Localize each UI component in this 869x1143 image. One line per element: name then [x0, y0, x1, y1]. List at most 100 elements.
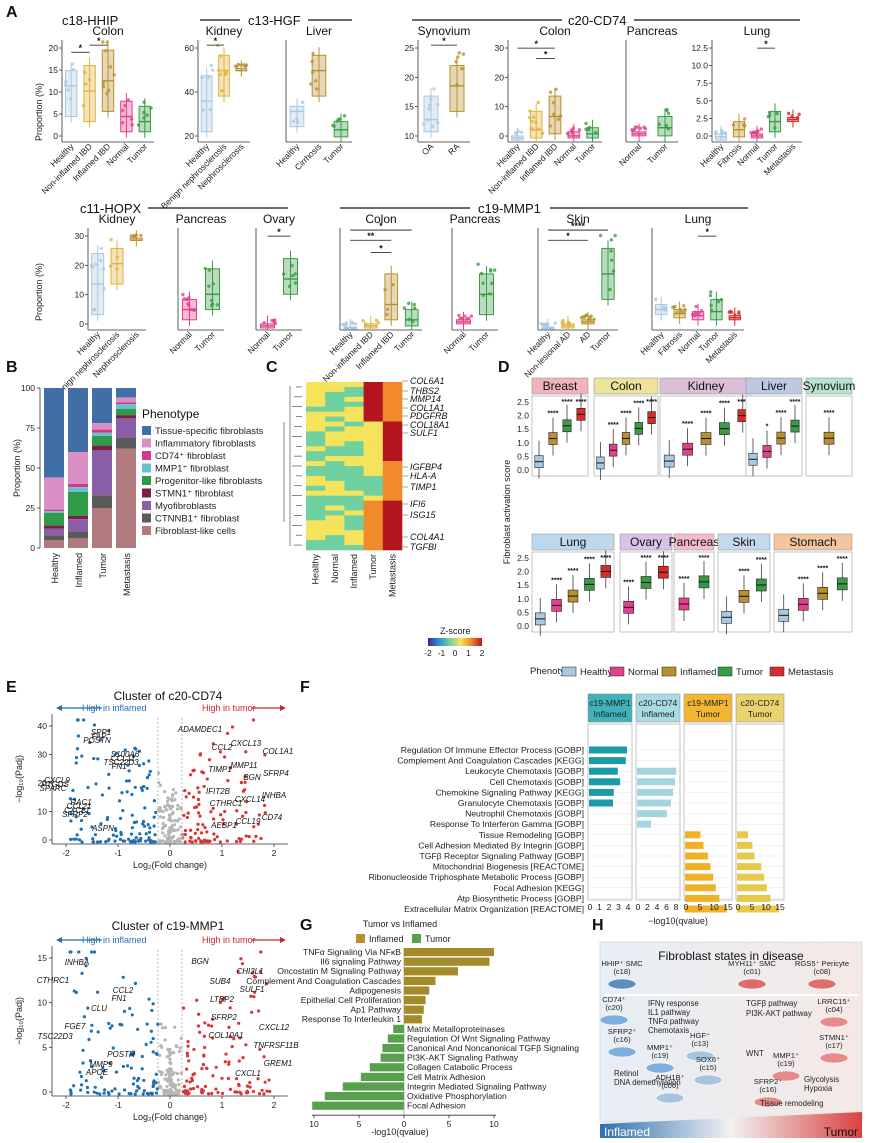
- point: [766, 114, 771, 119]
- point: [536, 100, 541, 105]
- volcano-point: [69, 837, 73, 841]
- panel-c-zscore-title: Z-score: [440, 626, 471, 636]
- volcano-point: [234, 840, 239, 844]
- heat-cell: [344, 386, 364, 393]
- volcano-point: [118, 1022, 122, 1026]
- column-header: [683, 693, 733, 723]
- legend-swatch: [142, 463, 151, 473]
- volcano-point: [133, 746, 137, 750]
- heat-cell: [363, 510, 384, 516]
- volcano-point: [218, 840, 222, 844]
- volcano-point: [220, 1076, 224, 1080]
- e-xtick-label: 2: [272, 1100, 277, 1110]
- point: [412, 302, 416, 307]
- point: [565, 132, 570, 136]
- volcano-point: [207, 758, 212, 762]
- y-tick-label: 5.0: [696, 96, 708, 106]
- point: [120, 121, 125, 125]
- heat-cell: [306, 386, 326, 393]
- volcano-point: [86, 1090, 90, 1095]
- significance-stars: *: [379, 221, 383, 231]
- volcano-gene-label: MMP11: [231, 761, 258, 770]
- heat-cell: [325, 545, 345, 551]
- point: [519, 130, 524, 134]
- volcano-point: [168, 1057, 172, 1061]
- heat-cell: [382, 431, 403, 437]
- volcano-point: [156, 1080, 161, 1084]
- volcano-point: [201, 1062, 206, 1067]
- volcano-point: [256, 822, 260, 826]
- volcano-point: [260, 1088, 264, 1092]
- point: [609, 249, 613, 253]
- category-label: Tumor: [125, 141, 149, 165]
- point: [683, 307, 687, 312]
- volcano-point: [169, 1080, 173, 1084]
- volcano-point: [179, 1036, 183, 1040]
- enrichment-bar: [589, 746, 627, 754]
- heat-cell: [382, 495, 403, 501]
- legend-entry: Metastasis: [788, 667, 834, 678]
- heat-cell: [344, 520, 364, 526]
- significance-stars: ****: [576, 399, 587, 406]
- heat-cell: [306, 520, 326, 526]
- volcano-gene-label: S100A6: [111, 750, 140, 759]
- tissue-strip: [717, 533, 771, 551]
- volcano-point: [259, 950, 263, 954]
- tissue-strip: [805, 377, 853, 395]
- volcano-point: [170, 1092, 175, 1096]
- volcano-point: [133, 981, 138, 985]
- significance-stars: ****: [798, 576, 809, 583]
- volcano-gene-label: CLU: [91, 1004, 107, 1013]
- e-xtick-label: -2: [62, 848, 70, 858]
- enrichment-bar: [737, 873, 765, 881]
- y-tick-label: 0.0: [696, 131, 708, 141]
- volcano-point: [163, 1026, 168, 1030]
- volcano-point: [79, 1088, 83, 1092]
- enrichment-bar: [637, 778, 675, 786]
- pathway-bar-inflamed: [404, 996, 426, 1005]
- volcano-point: [76, 734, 80, 738]
- volcano-point: [185, 1054, 190, 1058]
- heat-cell: [344, 505, 364, 511]
- volcano-point: [168, 831, 172, 835]
- heat-cell: [363, 530, 384, 536]
- volcano-point: [79, 1074, 84, 1079]
- volcano-point: [190, 1078, 195, 1083]
- b-tick-label: 0: [30, 543, 35, 553]
- point: [608, 287, 612, 292]
- significance-stars: *: [277, 227, 281, 237]
- gene-label: COL4A1: [410, 532, 445, 542]
- right-arrow-head: [280, 705, 286, 711]
- point: [697, 311, 701, 315]
- point: [211, 68, 215, 72]
- f-xtick-label: 15: [723, 902, 733, 912]
- volcano-gene-label: FN1: [111, 994, 126, 1003]
- heat-cell: [306, 461, 326, 467]
- heat-cell: [344, 525, 364, 531]
- box: [110, 247, 124, 285]
- heat-cell: [344, 396, 364, 403]
- significance-stars: ****: [568, 568, 579, 575]
- point: [460, 66, 464, 71]
- gene-label: COL6A1: [410, 376, 445, 386]
- volcano-point: [75, 747, 80, 751]
- enrichment-bar: [737, 841, 753, 849]
- gene-label: IGFBP4: [410, 462, 442, 472]
- volcano-point: [138, 832, 142, 836]
- heat-cell: [306, 535, 326, 541]
- category-label: Tumor: [588, 329, 612, 353]
- volcano-point: [167, 1073, 172, 1077]
- heat-cell: [382, 530, 403, 536]
- b-category: Inflamed: [74, 553, 84, 588]
- pathway-bar-tumor: [342, 1082, 404, 1091]
- volcano-gene-label: APOE: [85, 1068, 109, 1077]
- point: [210, 302, 215, 306]
- volcano-point: [192, 1072, 197, 1076]
- heat-cell: [363, 426, 384, 432]
- panel-c-cells: [306, 382, 403, 551]
- enrichment-bar: [685, 905, 727, 913]
- point: [708, 293, 713, 298]
- point: [290, 264, 294, 268]
- significance-stars: *: [766, 423, 769, 430]
- point: [742, 122, 746, 127]
